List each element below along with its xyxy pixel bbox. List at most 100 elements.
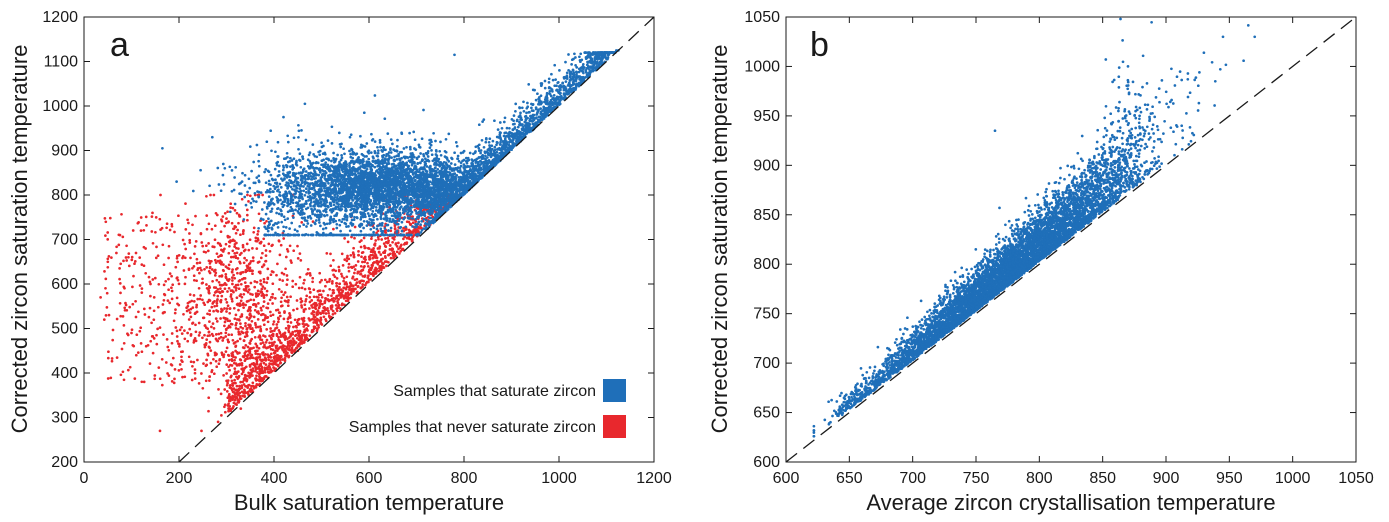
panel-a-point-never-saturate <box>254 295 258 298</box>
panel-a-point-never-saturate <box>155 245 158 249</box>
panel-a-point-never-saturate <box>267 364 271 368</box>
panel-a-point-never-saturate <box>308 307 311 310</box>
panel-a-point-never-saturate <box>122 378 126 382</box>
panel-a-point-never-saturate <box>266 368 270 371</box>
panel-a-point-never-saturate <box>123 308 127 312</box>
panel-a-point-never-saturate <box>415 227 419 231</box>
panel-a-point-never-saturate <box>243 288 247 292</box>
panel-a-point-never-saturate <box>236 377 240 380</box>
panel-a-point-never-saturate <box>346 292 350 296</box>
panel-a-point-never-saturate <box>248 365 252 368</box>
panel-a-point-never-saturate <box>246 290 250 294</box>
panel-a-point-never-saturate <box>181 375 184 379</box>
panel-a-point-never-saturate <box>139 216 143 219</box>
panel-a-point-never-saturate <box>269 352 273 356</box>
panel-a-point-never-saturate <box>328 287 332 291</box>
panel-a-point-never-saturate <box>258 353 262 356</box>
panel-a-point-never-saturate <box>303 303 307 307</box>
panel-a-point-never-saturate <box>229 260 233 264</box>
panel-a-point-never-saturate <box>247 288 251 291</box>
panel-a-point-never-saturate <box>148 280 152 284</box>
panel-a-point-never-saturate <box>158 326 162 329</box>
panel-a-point-never-saturate <box>271 313 275 317</box>
panel-a-point-never-saturate <box>281 279 285 282</box>
panel-a-point-never-saturate <box>323 278 327 282</box>
panel-a-point-never-saturate <box>249 313 252 317</box>
panel-a-point-never-saturate <box>364 281 368 285</box>
panel-a-point-never-saturate <box>209 193 212 197</box>
panel-a-point-never-saturate <box>381 266 385 270</box>
panel-a-point-never-saturate <box>150 230 154 233</box>
panel-a-point-never-saturate <box>281 358 284 361</box>
panel-a-points <box>99 49 620 433</box>
panel-a-point-never-saturate <box>241 331 245 335</box>
panel-a-point-never-saturate <box>208 313 212 316</box>
panel-a-point-never-saturate <box>299 300 303 304</box>
panel-a-point-never-saturate <box>237 247 240 250</box>
panel-a-point-never-saturate <box>296 344 300 347</box>
panel-a-point-never-saturate <box>331 268 335 272</box>
panel-a-point-never-saturate <box>221 290 225 293</box>
panel-a-point-never-saturate <box>328 315 331 319</box>
panel-a-point-saturate <box>534 107 538 111</box>
panel-a-point-never-saturate <box>104 314 108 317</box>
panel-a-point-never-saturate <box>255 383 259 387</box>
panel-a-point-never-saturate <box>320 278 323 282</box>
panel-a-point-never-saturate <box>233 251 237 255</box>
panel-a-point-never-saturate <box>256 356 260 359</box>
panel-a-point-never-saturate <box>222 353 226 356</box>
panel-a-point-never-saturate <box>194 323 197 327</box>
panel-a-point-never-saturate <box>274 327 277 330</box>
panel-a-point-never-saturate <box>331 309 335 313</box>
panel-a-point-never-saturate <box>212 327 216 330</box>
panel-a-point-never-saturate <box>238 279 242 282</box>
panel-a-point-never-saturate <box>238 337 242 341</box>
panel-a-point-never-saturate <box>292 325 295 329</box>
panel-a-point-saturate <box>468 165 472 168</box>
panel-a-point-never-saturate <box>234 313 238 317</box>
panel-a-point-saturate <box>278 194 282 197</box>
panel-a-point-never-saturate <box>236 283 240 287</box>
panel-a-point-saturate <box>257 153 261 157</box>
panel-a-point-never-saturate <box>248 325 251 329</box>
panel-a-point-never-saturate <box>369 272 373 276</box>
panel-a-point-never-saturate <box>183 242 186 246</box>
panel-a-point-never-saturate <box>323 301 327 305</box>
panel-a-point-never-saturate <box>338 293 342 297</box>
panel-a-point-never-saturate <box>349 292 353 296</box>
panel-a-point-never-saturate <box>187 318 191 321</box>
panel-a-point-never-saturate <box>241 232 245 236</box>
panel-a-point-never-saturate <box>298 252 302 255</box>
panel-a-point-never-saturate <box>234 283 238 287</box>
panel-a-point-never-saturate <box>188 300 191 304</box>
panel-a-point-never-saturate <box>133 377 137 380</box>
panel-a-point-never-saturate <box>237 308 240 312</box>
panel-a-point-never-saturate <box>297 286 301 290</box>
panel-a-point-never-saturate <box>390 247 394 250</box>
panel-a-point-never-saturate <box>236 228 239 232</box>
panel-a-point-never-saturate <box>192 294 196 297</box>
panel-a-point-never-saturate <box>140 380 144 384</box>
panel-a-point-never-saturate <box>251 381 255 385</box>
panel-a-point-never-saturate <box>258 363 262 367</box>
panel-a-point-saturate <box>277 170 281 173</box>
panel-a-point-never-saturate <box>417 227 421 230</box>
panel-a-point-never-saturate <box>277 328 281 332</box>
panel-a-point-never-saturate <box>291 279 295 283</box>
panel-a-point-never-saturate <box>233 398 237 402</box>
panel-a-point-never-saturate <box>262 296 266 299</box>
panel-a-point-never-saturate <box>106 231 110 234</box>
panel-a-point-never-saturate <box>230 374 233 378</box>
panel-a-point-never-saturate <box>295 325 298 329</box>
panel-a-point-never-saturate <box>311 306 314 309</box>
panel-a-point-saturate <box>272 184 276 188</box>
panel-a-point-never-saturate <box>233 276 237 280</box>
panel-a-point-never-saturate <box>106 260 110 264</box>
panel-a-point-never-saturate <box>241 367 245 370</box>
panel-a-point-never-saturate <box>239 293 243 296</box>
panel-a-point-never-saturate <box>190 299 194 303</box>
panel-a-point-never-saturate <box>234 286 238 290</box>
panel-a-point-never-saturate <box>242 378 246 382</box>
panel-a-point-never-saturate <box>273 352 276 355</box>
panel-a-point-never-saturate <box>245 330 249 334</box>
